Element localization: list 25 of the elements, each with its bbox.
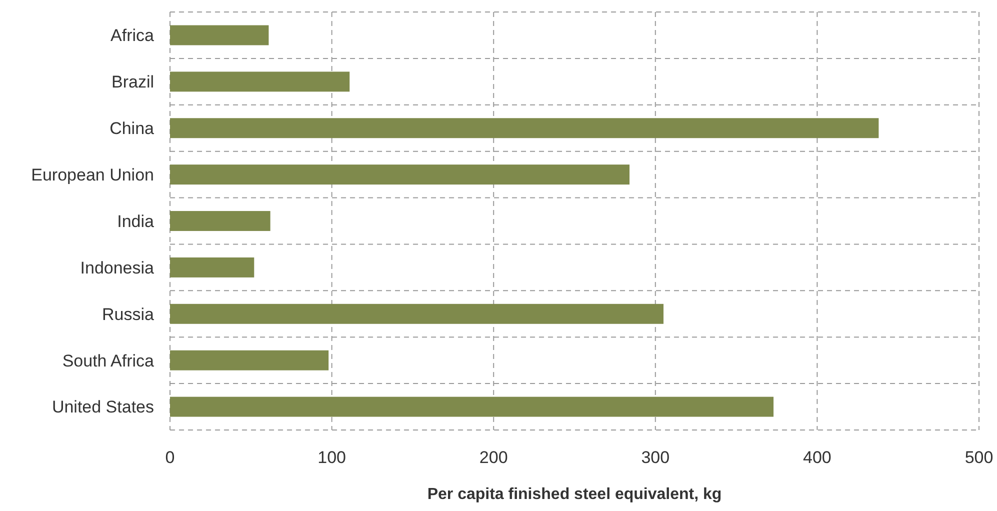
bar (170, 211, 270, 231)
bar (170, 396, 774, 417)
bar (170, 25, 269, 46)
y-tick-label: Russia (102, 304, 155, 324)
y-tick-label: India (117, 212, 155, 231)
bar (170, 304, 664, 324)
bar (170, 164, 630, 185)
x-tick-label: 0 (165, 448, 175, 467)
y-tick-label: Indonesia (80, 258, 155, 278)
x-tick-label: 200 (479, 448, 508, 467)
bar (170, 72, 350, 92)
y-tick-label: South Africa (62, 351, 155, 370)
x-tick-label: 400 (803, 448, 832, 467)
x-tick-label: 300 (641, 448, 670, 467)
y-tick-label: European Union (31, 166, 154, 185)
y-tick-label: China (110, 119, 155, 138)
bar (170, 257, 254, 278)
x-tick-label: 100 (318, 448, 346, 467)
x-tick-label: 500 (964, 448, 994, 467)
y-tick-label: Brazil (111, 72, 154, 92)
bar (170, 350, 329, 370)
bar (170, 118, 879, 138)
y-tick-label: United States (52, 398, 154, 417)
y-tick-label: Africa (110, 26, 155, 46)
x-axis-title: Per capita finished steel equivalent, kg (427, 486, 722, 503)
